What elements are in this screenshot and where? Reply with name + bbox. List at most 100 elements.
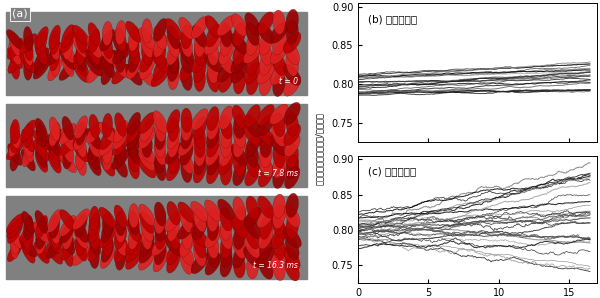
Ellipse shape [220,161,232,185]
Ellipse shape [10,128,20,153]
Ellipse shape [139,204,155,226]
Ellipse shape [233,22,246,46]
Ellipse shape [62,225,73,249]
Ellipse shape [217,61,235,82]
Ellipse shape [257,63,275,84]
Ellipse shape [259,215,272,239]
Ellipse shape [220,124,232,148]
Ellipse shape [140,49,154,72]
Ellipse shape [206,134,220,157]
Ellipse shape [112,64,130,84]
Ellipse shape [283,227,301,248]
Ellipse shape [207,234,219,258]
Ellipse shape [61,232,75,254]
Ellipse shape [233,197,246,221]
Ellipse shape [284,74,301,96]
Ellipse shape [259,226,273,249]
Ellipse shape [10,55,20,79]
Ellipse shape [142,19,152,43]
Ellipse shape [153,18,167,42]
Ellipse shape [6,140,24,160]
Ellipse shape [62,145,73,169]
Ellipse shape [272,204,285,229]
Ellipse shape [258,12,274,34]
Ellipse shape [271,43,287,64]
Ellipse shape [167,58,179,82]
Ellipse shape [206,125,220,148]
Ellipse shape [62,243,73,266]
Ellipse shape [125,65,142,85]
Ellipse shape [167,201,180,225]
Ellipse shape [217,15,235,36]
Ellipse shape [88,23,100,46]
Ellipse shape [155,149,166,173]
Ellipse shape [86,128,103,150]
Ellipse shape [128,41,140,65]
Ellipse shape [258,164,274,187]
Ellipse shape [272,112,285,137]
Ellipse shape [206,68,220,92]
Ellipse shape [194,133,205,158]
Text: (a): (a) [12,9,28,19]
Ellipse shape [76,47,86,72]
Ellipse shape [232,14,247,36]
Ellipse shape [36,231,47,254]
Ellipse shape [139,150,155,171]
Ellipse shape [245,226,259,249]
Ellipse shape [23,225,33,249]
Ellipse shape [219,106,233,129]
Ellipse shape [139,211,155,233]
Ellipse shape [140,119,154,142]
Ellipse shape [271,247,287,269]
Ellipse shape [259,52,272,75]
Ellipse shape [49,214,60,238]
Ellipse shape [245,114,260,137]
Ellipse shape [230,33,248,54]
Ellipse shape [22,129,35,152]
Ellipse shape [233,152,245,176]
Ellipse shape [244,217,261,238]
Bar [6,12,307,95]
Ellipse shape [154,156,166,181]
Ellipse shape [245,164,260,186]
Ellipse shape [260,143,272,168]
Ellipse shape [167,125,180,149]
Ellipse shape [62,116,74,140]
Ellipse shape [272,236,285,260]
Ellipse shape [127,56,141,79]
Ellipse shape [89,244,100,268]
Ellipse shape [154,41,166,66]
Ellipse shape [113,120,128,143]
Ellipse shape [180,251,193,274]
Ellipse shape [86,36,102,58]
Ellipse shape [273,10,285,35]
Ellipse shape [155,118,166,142]
Ellipse shape [88,140,100,164]
Ellipse shape [102,140,113,164]
Ellipse shape [115,211,126,236]
Ellipse shape [102,113,113,138]
Ellipse shape [232,245,246,268]
Ellipse shape [74,128,88,150]
Ellipse shape [168,49,179,74]
Ellipse shape [271,226,287,249]
Ellipse shape [115,246,126,270]
Ellipse shape [233,162,246,186]
Ellipse shape [193,117,207,139]
Ellipse shape [88,42,101,65]
Ellipse shape [76,151,86,176]
Ellipse shape [271,63,287,85]
Ellipse shape [269,104,288,124]
Ellipse shape [88,146,100,170]
Ellipse shape [113,155,128,177]
Ellipse shape [22,211,35,234]
Ellipse shape [192,25,207,47]
Ellipse shape [48,150,61,173]
Ellipse shape [194,142,205,166]
Ellipse shape [89,29,100,53]
Ellipse shape [140,233,154,256]
Ellipse shape [23,138,34,162]
Ellipse shape [102,21,113,46]
Ellipse shape [232,105,247,128]
Ellipse shape [61,220,75,243]
